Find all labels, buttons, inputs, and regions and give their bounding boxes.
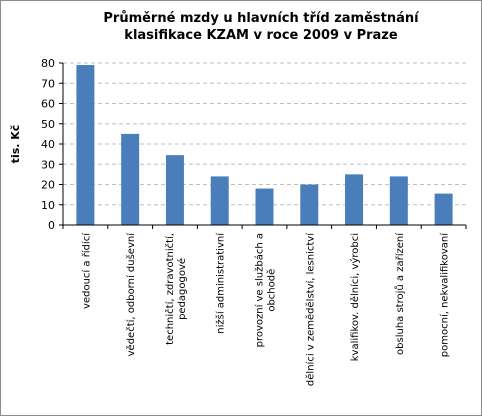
- chart-title-line-2: klasifikace KZAM v roce 2009 v Praze: [124, 28, 398, 43]
- bar-3: [165, 155, 184, 225]
- bar-7: [345, 174, 364, 225]
- category-label-9: pomocní, nekvalifikovaní: [439, 232, 451, 357]
- category-label-8: obsluha strojů a zařízení: [394, 232, 406, 355]
- y-tick-label-60: 60: [41, 98, 55, 111]
- bar-5: [255, 188, 274, 225]
- y-tick-label-40: 40: [41, 138, 55, 151]
- y-tick-label-80: 80: [41, 57, 55, 70]
- bar-8: [389, 176, 408, 225]
- bar-2: [121, 133, 140, 225]
- y-tick-label-30: 30: [41, 158, 55, 171]
- category-label-7: kvalifikov. dělníci, výrobci: [349, 233, 361, 361]
- y-tick-label-70: 70: [41, 77, 55, 90]
- bar-9: [434, 193, 453, 225]
- category-label-1: vedoucí a řídící: [80, 232, 92, 309]
- y-tick-label-50: 50: [41, 118, 55, 131]
- category-label-6: dělníci v zemědělství, lesnictví: [304, 232, 316, 386]
- bar-6: [300, 184, 319, 225]
- y-tick-label-20: 20: [41, 179, 55, 192]
- chart-title-line-1: Průměrné mzdy u hlavních tříd zaměstnání: [103, 11, 419, 26]
- y-tick-label-10: 10: [41, 199, 55, 212]
- chart-title: Průměrné mzdy u hlavních tříd zaměstnání…: [61, 10, 461, 44]
- bar-4: [210, 176, 229, 225]
- category-label-3: techničtí, zdravotničtí,pedagogové: [164, 233, 188, 345]
- category-label-2: vědečtí, odborní duševní: [125, 232, 137, 357]
- y-tick-label-0: 0: [48, 219, 55, 232]
- category-label-5: provozní ve službách aobchodě: [254, 233, 278, 347]
- bar-1: [76, 65, 95, 226]
- category-label-4: nižší administrativní: [215, 232, 227, 334]
- y-axis-label: tis. Kč: [9, 125, 22, 164]
